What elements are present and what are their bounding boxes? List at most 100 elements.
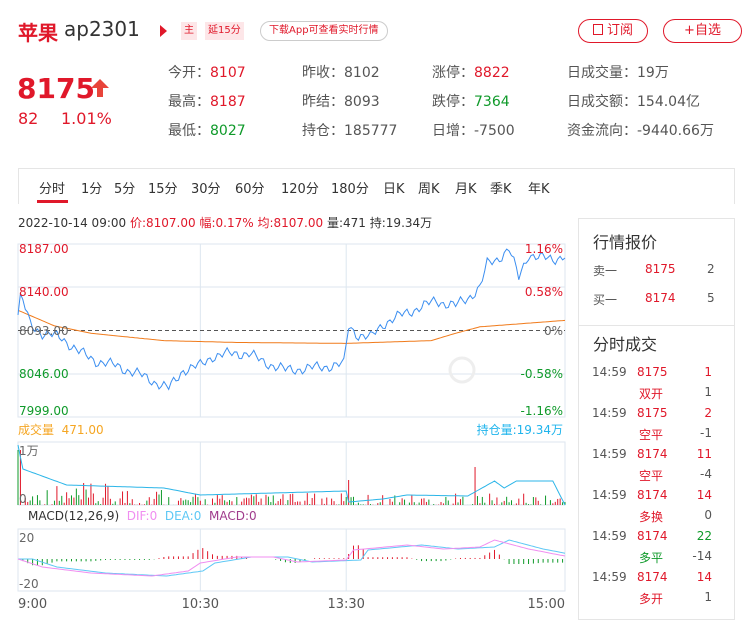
volume-bar — [236, 497, 238, 505]
volume-bar — [377, 503, 379, 505]
trade-type: 空平 — [639, 469, 664, 483]
volume-bar — [32, 496, 34, 505]
price-axis-label: 7999.00 — [19, 404, 69, 418]
tab-3[interactable]: 15分 — [148, 182, 178, 197]
add-watchlist-button[interactable]: +自选 — [663, 19, 742, 43]
tab-9[interactable]: 周K — [418, 182, 440, 197]
volume-bar — [360, 504, 362, 505]
volume-bar — [112, 503, 114, 505]
right-panel: 行情报价 卖一 8175 2 买一 8174 5 分时成交 14:59 8175 1 双开 1 14… — [578, 218, 735, 620]
volume-bar — [100, 504, 102, 505]
volume-bar — [78, 495, 80, 505]
tab-0[interactable]: 分时 — [39, 182, 66, 197]
volume-bar — [267, 496, 269, 505]
tab-8[interactable]: 日K — [383, 182, 405, 197]
trade-time: 14:59 — [592, 447, 627, 461]
stat-item: 跌停：7364 — [432, 91, 510, 111]
volume-bar — [297, 501, 299, 505]
price-change-pct: 1.01% — [61, 109, 112, 128]
volume-bar — [379, 502, 381, 505]
volume-bar — [442, 503, 444, 505]
volume-bar — [299, 501, 301, 505]
volume-bar — [63, 502, 65, 505]
volume-bar — [455, 493, 457, 505]
stat-value: 8822 — [474, 65, 510, 81]
volume-bar — [287, 500, 289, 505]
volume-bar — [472, 504, 474, 505]
subscribe-label: 订阅 — [606, 23, 633, 38]
volume-bar — [214, 502, 216, 505]
tab-4[interactable]: 30分 — [191, 182, 221, 197]
volume-bar — [391, 501, 393, 505]
volume-bar — [357, 502, 359, 505]
volume-bar — [177, 500, 179, 505]
panel-border — [17, 528, 566, 592]
volume-bar — [88, 497, 90, 505]
trade-price: 8174 — [637, 488, 668, 502]
volume-bar — [24, 498, 26, 505]
volume-bar — [528, 504, 530, 505]
time-axis-label: 15:00 — [528, 597, 565, 612]
volume-bar — [326, 497, 328, 505]
volume-bar — [221, 495, 223, 505]
download-app-link[interactable]: 下载App可查看实时行情 — [260, 21, 388, 41]
open-interest-line — [17, 444, 566, 506]
volume-bar — [408, 502, 410, 505]
volume-bar — [304, 500, 306, 505]
dif-line — [17, 539, 566, 577]
tab-10[interactable]: 月K — [455, 182, 477, 197]
trade-time: 14:59 — [592, 365, 627, 379]
volume-bar — [73, 497, 75, 505]
volume-bar — [280, 498, 282, 505]
tab-11[interactable]: 季K — [490, 182, 512, 197]
stat-value: -9440.66万 — [637, 123, 714, 139]
subscribe-button[interactable]: 订阅 — [578, 19, 648, 43]
volume-bar — [394, 495, 396, 505]
volume-bar — [479, 503, 481, 505]
tab-2[interactable]: 5分 — [114, 182, 136, 197]
volume-bar — [224, 500, 226, 505]
stat-label: 持仓： — [302, 123, 344, 139]
volume-bar — [270, 502, 272, 505]
tab-5[interactable]: 60分 — [235, 182, 265, 197]
intraday-chart[interactable]: 8187.00 8140.00 8093.00 8046.00 7999.00 1.16%… — [0, 0, 570, 637]
stat-label: 今开： — [168, 65, 210, 81]
pct-axis-label: -0.58% — [521, 367, 563, 381]
volume-bar — [340, 493, 342, 505]
volume-bar — [401, 498, 403, 505]
volume-bar — [243, 498, 245, 505]
volume-bar — [46, 490, 48, 505]
stat-value: 8102 — [344, 65, 380, 81]
volume-bar — [34, 504, 36, 505]
stat-value: 8187 — [210, 94, 246, 110]
period-tabs: 分时 1分 5分 15分 30分 60分 120分 180分 日K 周K 月K 季K 年K — [18, 168, 735, 204]
volume-bar — [143, 504, 145, 505]
volume-bar — [29, 500, 31, 505]
volume-bar — [311, 498, 313, 505]
volume-bar — [557, 498, 559, 505]
volume-bar — [306, 493, 308, 505]
macd-axis-label: -20 — [19, 577, 39, 591]
volume-bar — [474, 467, 476, 505]
volume-bar — [554, 501, 556, 505]
volume-bar — [284, 504, 286, 505]
stat-label: 资金流向： — [567, 123, 637, 139]
volume-bar — [552, 503, 554, 505]
tab-6[interactable]: 120分 — [281, 182, 319, 197]
tab-1[interactable]: 1分 — [81, 182, 103, 197]
tab-7[interactable]: 180分 — [331, 182, 369, 197]
stat-item: 最低：8027 — [168, 120, 246, 140]
macd-axis-label: 20 — [19, 531, 34, 545]
volume-bar — [425, 501, 427, 505]
info-datetime: 2022-10-14 09:00 — [18, 216, 127, 230]
volume-bar — [525, 502, 527, 505]
volume-bar — [399, 502, 401, 505]
volume-bar — [333, 501, 335, 505]
tab-12[interactable]: 年K — [528, 182, 550, 197]
volume-bar — [265, 494, 267, 505]
volume-bar — [105, 483, 107, 505]
stat-label: 日成交额： — [567, 94, 637, 110]
trade-time: 14:59 — [592, 570, 627, 584]
play-triangle-icon[interactable] — [160, 25, 167, 37]
volume-bar — [194, 493, 196, 505]
